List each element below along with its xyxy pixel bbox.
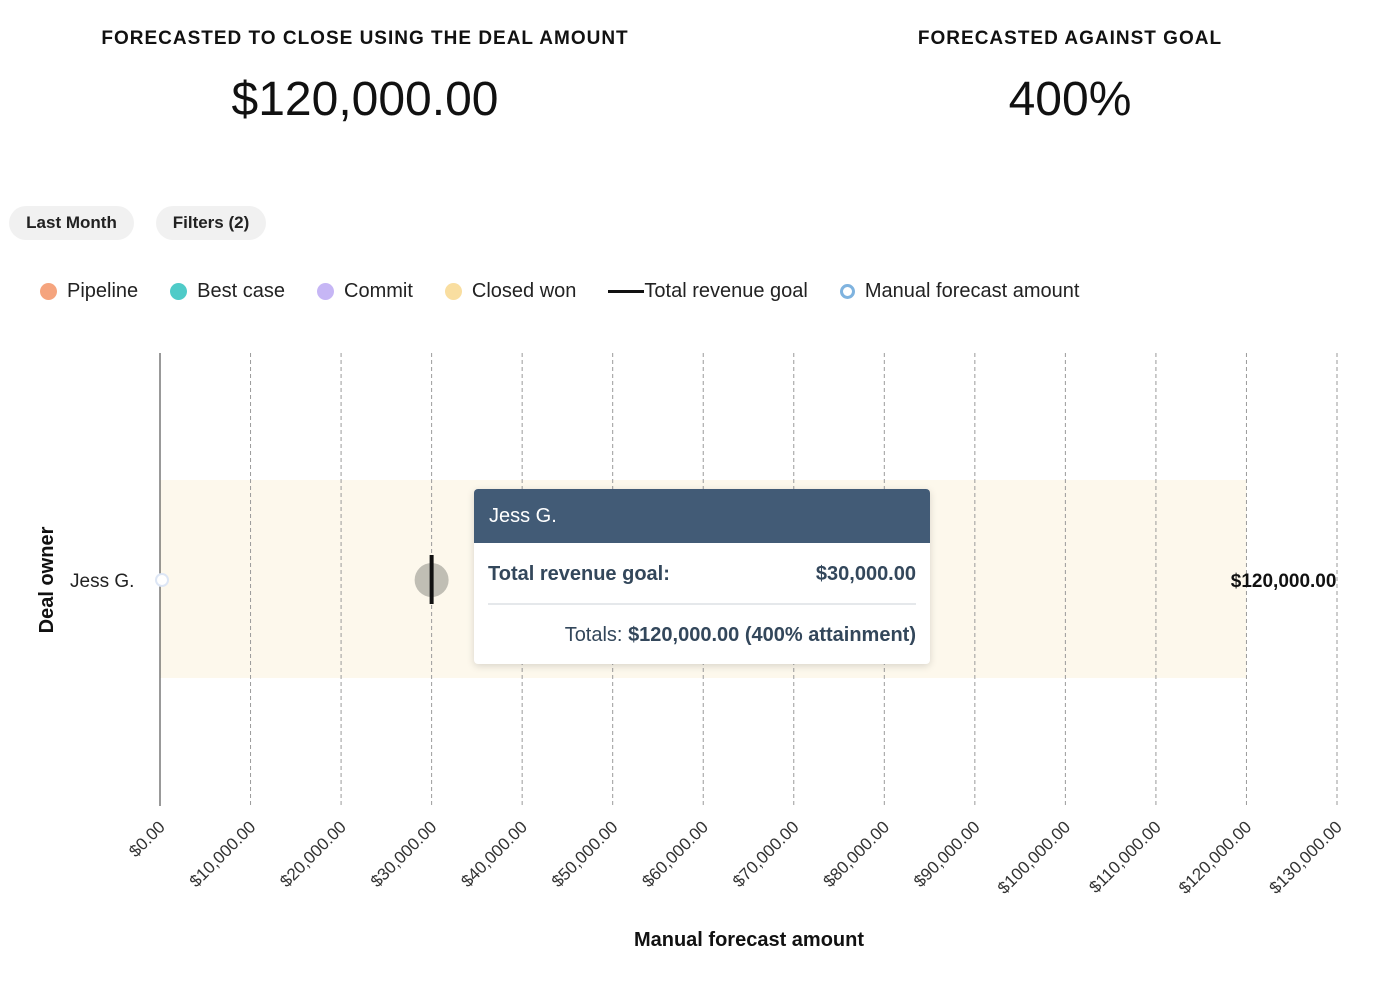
tooltip-goal-label: Total revenue goal: <box>488 563 670 585</box>
closed-won-dot-icon <box>444 282 462 300</box>
chart-tooltip: Jess G. Total revenue goal: $30,000.00 T… <box>474 489 930 664</box>
x-tick-label: $110,000.00 <box>1085 817 1164 896</box>
kpi-goal-value: 400% <box>1008 73 1132 126</box>
tooltip-title: Jess G. <box>474 489 930 543</box>
x-tick-label: $70,000.00 <box>729 817 803 891</box>
legend-item-best-case[interactable]: Best case <box>170 280 285 303</box>
x-tick-label: $0.00 <box>125 817 169 861</box>
kpi-deal-amount-value: $120,000.00 <box>231 73 499 126</box>
legend-label: Commit <box>344 279 413 302</box>
kpi-deal-amount: FORECASTED TO CLOSE USING THE DEAL AMOUN… <box>40 28 690 127</box>
y-axis-title: Deal owner <box>36 526 58 633</box>
legend-label: Total revenue goal <box>644 279 808 302</box>
tooltip-totals-value: $120,000.00 (400% attainment) <box>628 624 916 646</box>
bar-total-label: $120,000.00 <box>1231 571 1337 592</box>
filters-chip[interactable]: Filters (2) <box>156 206 266 240</box>
kpi-deal-amount-label: FORECASTED TO CLOSE USING THE DEAL AMOUN… <box>101 28 629 49</box>
x-tick-label: $30,000.00 <box>367 817 441 891</box>
tooltip-totals: Totals: $120,000.00 (400% attainment) <box>474 605 930 647</box>
legend-label: Pipeline <box>67 279 139 302</box>
x-tick-label: $60,000.00 <box>638 817 712 891</box>
legend-item-pipeline[interactable]: Pipeline <box>40 280 138 303</box>
legend-item-total-revenue-goal[interactable]: Total revenue goal <box>608 279 808 303</box>
legend-label: Closed won <box>471 279 577 302</box>
x-axis-title: Manual forecast amount <box>634 929 864 951</box>
tooltip-goal-row: Total revenue goal: $30,000.00 <box>474 543 930 603</box>
legend-item-closed-won[interactable]: Closed won <box>444 279 577 303</box>
legend-item-manual-forecast[interactable]: Manual forecast amount <box>839 279 1080 303</box>
manual-forecast-ring-icon <box>839 283 855 299</box>
x-tick-label: $80,000.00 <box>820 817 894 891</box>
legend-label: Best case <box>197 279 285 302</box>
commit-dot-icon <box>317 282 334 300</box>
legend-label: Manual forecast amount <box>864 279 1080 302</box>
chart-legend: Pipeline Best case Commit Closed won Tot… <box>40 278 1111 304</box>
kpi-goal-label: FORECASTED AGAINST GOAL <box>917 28 1223 49</box>
legend-item-commit[interactable]: Commit <box>317 280 413 303</box>
best-case-dot-icon <box>170 282 188 300</box>
x-tick-label: $130,000.00 <box>1266 817 1346 897</box>
x-tick-label: $40,000.00 <box>457 817 531 891</box>
date-range-chip[interactable]: Last Month <box>9 206 134 240</box>
tooltip-totals-prefix: Totals: <box>564 624 623 646</box>
y-category-label: Jess G. <box>70 571 134 592</box>
tooltip-goal-value: $30,000.00 <box>815 563 916 585</box>
x-tick-label: $10,000.00 <box>186 817 260 891</box>
x-tick-label: $90,000.00 <box>910 817 984 891</box>
tooltip-divider <box>488 603 916 605</box>
pipeline-dot-icon <box>40 282 57 300</box>
kpi-goal: FORECASTED AGAINST GOAL 400% <box>830 28 1310 127</box>
x-tick-label: $120,000.00 <box>1175 817 1255 897</box>
x-tick-label: $100,000.00 <box>994 817 1074 897</box>
x-tick-label: $20,000.00 <box>276 817 350 891</box>
manual-forecast-marker <box>155 573 169 587</box>
goal-line-icon <box>608 289 645 293</box>
x-tick-label: $50,000.00 <box>548 817 622 891</box>
